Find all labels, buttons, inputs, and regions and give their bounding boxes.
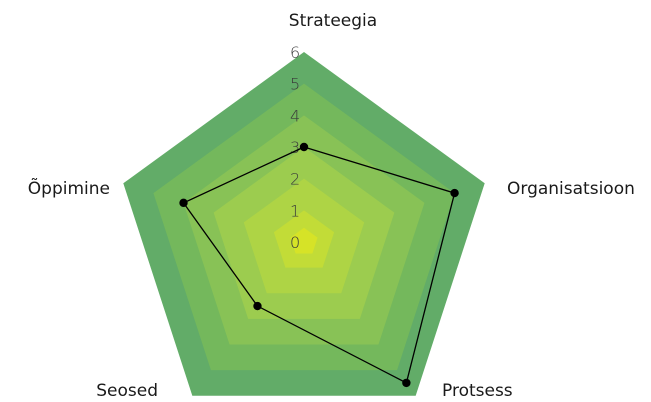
data-point-strateegia [299,142,309,152]
data-point-organisatsioon [450,188,459,198]
axis-label-õppimine: Õppimine [28,177,110,199]
axis-label-protsess: Protsess [442,381,513,401]
radar-band-0.45 [290,227,318,254]
axis-label-strateegia: Strateegia [289,11,377,31]
series-line-0 [182,146,456,384]
tick-label-0: 0 [290,233,300,252]
axis-label-seosed: Seosed [96,381,158,401]
tick-label-1: 1 [290,201,300,220]
radar-tick-labels: 0 1 2 3 4 5 6 [290,43,300,252]
radar-background-bands [123,52,485,396]
tick-label-5: 5 [290,75,300,94]
data-point-õppimine [179,198,188,208]
radar-series-group [179,142,459,388]
radar-axis-labels: Strateegia Organisatsioon Protsess Seosed Õp… [28,11,635,401]
data-point-protsess [402,378,411,388]
data-point-seosed [253,301,262,311]
tick-label-2: 2 [290,170,300,189]
axis-label-organisatsioon: Organisatsioon [507,179,635,199]
tick-label-6: 6 [290,43,300,62]
tick-label-4: 4 [290,106,300,125]
tick-label-3: 3 [290,138,300,157]
